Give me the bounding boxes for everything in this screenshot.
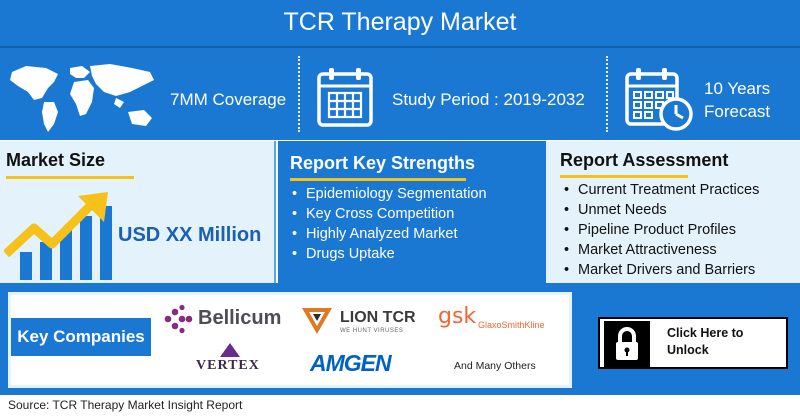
market-size-underline [6, 176, 134, 179]
list-item: Highly Analyzed Market [290, 224, 487, 244]
assessment-underline [560, 175, 688, 178]
many-others-text: And Many Others [454, 360, 536, 372]
unlock-text[interactable]: Click Here to Unlock [667, 325, 743, 359]
market-size-title: Market Size [6, 150, 106, 170]
study-period-label: Study Period : 2019-2032 [392, 90, 585, 109]
title-bar: TCR Therapy Market [0, 0, 800, 46]
list-item: Key Cross Competition [290, 204, 487, 224]
list-item: Market Attractiveness [562, 240, 759, 260]
growth-chart-icon [4, 192, 112, 280]
bellicum-logo-text: Bellicum [198, 307, 282, 329]
lion-tcr-tagline: WE HUNT VIRUSES [340, 328, 404, 334]
vertex-logo-icon [220, 343, 240, 357]
list-item: Pipeline Product Profiles [562, 220, 759, 240]
market-size-value: USD XX Million [118, 224, 262, 246]
list-item: Market Drivers and Barriers [562, 260, 759, 280]
bellicum-logo-icon [164, 304, 193, 334]
key-strengths-title: Report Key Strengths [290, 153, 476, 173]
assessment-list: Current Treatment Practices Unmet Needs … [562, 180, 759, 280]
assessment-title: Report Assessment [560, 150, 729, 170]
list-item: Unmet Needs [562, 200, 759, 220]
source-caption: Source: TCR Therapy Market Insight Repor… [8, 398, 243, 412]
unlock-text-line1[interactable]: Click Here to [667, 326, 744, 340]
list-item: Current Treatment Practices [562, 180, 759, 200]
calendar-icon [317, 68, 373, 127]
gsk-logo-text: gsk [438, 304, 477, 329]
vertex-logo-text: VERTEX [196, 358, 260, 373]
amgen-logo-text: AMGEN [310, 350, 392, 376]
key-strengths-list: Epidemiology Segmentation Key Cross Comp… [290, 184, 487, 264]
page-title: TCR Therapy Market [283, 8, 517, 36]
list-item: Epidemiology Segmentation [290, 184, 487, 204]
lock-icon[interactable] [613, 326, 641, 362]
calendar-clock-icon [625, 68, 693, 131]
stats-divider-1 [298, 56, 300, 132]
unlock-text-line2[interactable]: Unlock [667, 343, 709, 357]
key-strengths-underline [290, 178, 466, 181]
list-item: Drugs Uptake [290, 244, 487, 264]
forecast-label-line2: Forecast [704, 102, 771, 121]
forecast-label-line1: 10 Years [704, 79, 771, 98]
gsk-logo-fullname: GlaxoSmithKline [478, 320, 545, 330]
lion-tcr-logo-text: LION TCR [340, 309, 416, 326]
stats-divider-2 [606, 56, 608, 132]
world-map-icon [10, 64, 154, 132]
lion-tcr-logo-icon [302, 308, 332, 334]
coverage-label: 7MM Coverage [170, 90, 287, 109]
key-companies-label: Key Companies [11, 318, 151, 356]
